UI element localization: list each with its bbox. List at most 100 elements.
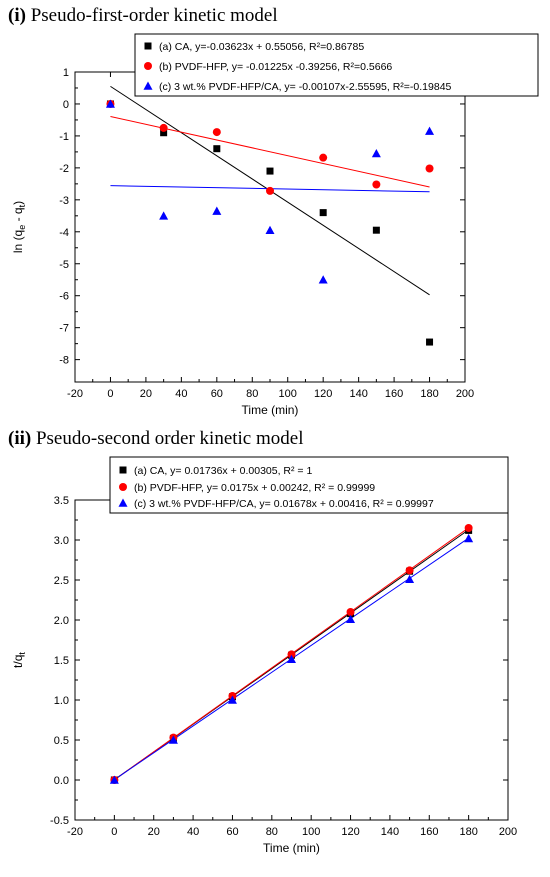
x-tick-label: 60 — [211, 388, 223, 400]
data-point-series-3 — [346, 614, 356, 623]
x-tick-label: 100 — [279, 388, 297, 400]
x-tick-label: 0 — [111, 826, 117, 838]
data-point-series-3 — [287, 654, 296, 663]
legend-marker — [119, 483, 127, 491]
x-tick-label: 40 — [187, 826, 199, 838]
data-point-series-3 — [405, 574, 415, 583]
data-point-series-1 — [266, 167, 274, 175]
panel-title-first-order: (i) Pseudo-first-order kinetic model — [8, 5, 278, 27]
fit-line-series-2 — [110, 116, 430, 188]
y-tick-label: -0.5 — [50, 815, 69, 827]
data-point-series-3 — [212, 206, 222, 215]
legend-marker — [119, 466, 127, 474]
data-point-series-2 — [464, 524, 473, 532]
x-axis-label: Time (min) — [242, 403, 299, 417]
x-tick-label: 40 — [175, 388, 187, 400]
data-point-series-3 — [168, 735, 178, 744]
legend-label: (a) CA, y= 0.01736x + 0.00305, R² = 1 — [134, 465, 312, 477]
y-axis-label: ln (qe - qt) — [11, 201, 27, 253]
x-tick-label: 140 — [349, 388, 367, 400]
chart-1: -20 0 20 40 60 80 100 120 140 160 180 200 1 0 -1 -2 -3 -4… — [11, 33, 539, 417]
y-axis-label-part: e — [17, 225, 27, 230]
x-tick-label: 80 — [266, 826, 278, 838]
panel-title-second-order: (ii) Pseudo-second order kinetic model — [8, 428, 303, 450]
data-point-series-2 — [266, 186, 274, 195]
data-point-series-3 — [464, 533, 474, 543]
data-point-series-2 — [212, 128, 221, 137]
y-tick-label: -1 — [59, 131, 69, 143]
legend-marker — [143, 81, 153, 90]
y-axis-label-part: t — [17, 204, 27, 207]
x-tick-label: 160 — [420, 826, 438, 838]
y-tick-label: -2 — [59, 163, 69, 175]
x-tick-label: 200 — [499, 826, 517, 838]
data-point-series-2 — [319, 153, 328, 162]
x-tick-label: 100 — [302, 826, 320, 838]
y-axis-label-part: t/q — [11, 655, 25, 668]
x-axis-label: Time (min) — [263, 841, 320, 855]
y-tick-label: -6 — [59, 291, 69, 303]
data-point-series-3 — [109, 775, 119, 784]
y-tick-label: 3.0 — [54, 535, 69, 547]
x-tick-label: 120 — [314, 388, 332, 400]
data-point-series-1 — [213, 145, 221, 153]
legend-box — [109, 456, 509, 514]
x-tick-label: 80 — [246, 388, 258, 400]
y-tick-label: 1.0 — [54, 695, 69, 707]
y-tick-label: -5 — [59, 259, 69, 271]
data-point-series-3 — [425, 126, 435, 135]
y-tick-label: 2.5 — [54, 575, 69, 587]
y-axis-label-part: - q — [11, 207, 25, 224]
chart-title-second-order: Pseudo-second order kinetic model — [35, 428, 304, 449]
data-point-series-1 — [426, 338, 434, 346]
legend-label: (c) 3 wt.% PVDF-HFP/CA, y= 0.01678x + 0.… — [134, 498, 434, 510]
x-tick-label: 200 — [456, 388, 474, 400]
data-point-series-3 — [265, 225, 275, 234]
y-tick-label: -4 — [59, 227, 69, 239]
panel-id-second-order: (ii) — [8, 428, 32, 449]
x-tick-label: -20 — [67, 388, 83, 400]
y-tick-label: 2.0 — [54, 615, 69, 627]
data-point-series-3 — [159, 211, 169, 220]
x-tick-label: 20 — [148, 826, 160, 838]
y-tick-label: 3.5 — [54, 495, 69, 507]
legend-label: (a) CA, y=-0.03623x + 0.55056, R²=0.8678… — [159, 41, 364, 53]
y-tick-label: 1.5 — [54, 655, 69, 667]
data-point-series-3 — [227, 695, 237, 704]
chart-title-first-order: Pseudo-first-order kinetic model — [30, 5, 278, 26]
y-axis-label-part: ) — [11, 201, 25, 205]
data-point-series-3 — [318, 275, 328, 284]
y-tick-label: -7 — [59, 323, 69, 335]
y-tick-label: 0 — [63, 99, 69, 111]
x-tick-label: 60 — [226, 826, 238, 838]
chart-2: -20 0 20 40 60 80 100 120 140 160 180 200 3.5 3.0 2.5 2… — [11, 456, 517, 855]
legend-box — [134, 33, 539, 97]
panel-id-first-order: (i) — [8, 5, 26, 26]
legend-marker — [144, 62, 152, 70]
x-tick-label: 180 — [420, 388, 438, 400]
y-axis-label-part: t — [17, 652, 27, 655]
legend-marker — [118, 498, 128, 507]
legend-marker — [144, 42, 152, 50]
x-tick-label: -20 — [67, 826, 83, 838]
x-tick-label: 140 — [381, 826, 399, 838]
legend-label: (c) 3 wt.% PVDF-HFP/CA, y= -0.00107x-2.5… — [159, 81, 452, 93]
y-tick-label: -3 — [59, 195, 69, 207]
data-point-series-1 — [160, 129, 168, 137]
data-point-series-1 — [372, 226, 380, 234]
y-tick-label: -8 — [59, 355, 69, 367]
data-point-series-3 — [371, 148, 381, 158]
legend-label: (b) PVDF-HFP, y= 0.0175x + 0.00242, R² =… — [134, 482, 375, 494]
data-point-series-2 — [287, 650, 296, 659]
data-point-series-2 — [159, 123, 168, 132]
data-point-series-2 — [405, 566, 414, 575]
y-tick-label: 0.0 — [54, 775, 69, 787]
y-axis-label-part: ln (q — [11, 230, 25, 253]
x-tick-label: 160 — [385, 388, 403, 400]
x-tick-label: 20 — [140, 388, 152, 400]
x-tick-label: 120 — [341, 826, 359, 838]
data-point-series-1 — [319, 209, 327, 217]
data-point-series-3 — [105, 99, 115, 108]
legend-label: (b) PVDF-HFP, y= -0.01225x -0.39256, R²=… — [159, 61, 392, 73]
